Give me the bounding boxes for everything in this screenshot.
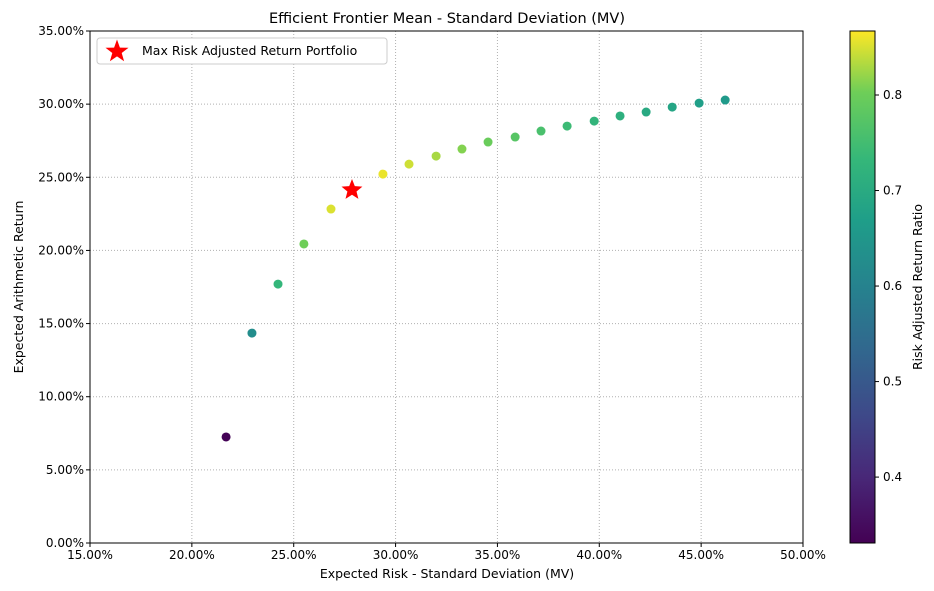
x-tick-label: 45.00% — [678, 548, 724, 562]
x-tick-label: 50.00% — [780, 548, 826, 562]
frontier-point — [641, 107, 651, 117]
x-tick-label: 30.00% — [373, 548, 419, 562]
frontier-point — [510, 132, 520, 142]
y-tick-label: 25.00% — [38, 170, 84, 184]
frontier-point — [273, 279, 283, 289]
frontier-point — [457, 144, 467, 154]
x-tick-label: 20.00% — [169, 548, 215, 562]
y-tick-label: 20.00% — [38, 243, 84, 257]
max-risk-adjusted-star — [341, 179, 363, 199]
legend-star-marker — [105, 39, 129, 62]
frontier-point — [221, 432, 231, 442]
frontier-point — [299, 239, 309, 249]
y-tick-label: 15.00% — [38, 317, 84, 331]
frontier-point — [247, 328, 257, 338]
frontier-point — [536, 126, 546, 136]
frontier-point — [589, 116, 599, 126]
frontier-point — [378, 169, 388, 179]
frontier-point — [483, 137, 493, 147]
frontier-point — [615, 111, 625, 121]
frontier-point — [562, 121, 572, 131]
frontier-point — [720, 95, 730, 105]
frontier-point — [667, 102, 677, 112]
colorbar-tick-label: 0.7 — [883, 184, 902, 198]
colorbar-tick-label: 0.4 — [883, 470, 902, 484]
colorbar-tick-label: 0.8 — [883, 88, 902, 102]
colorbar-tick-label: 0.5 — [883, 375, 902, 389]
x-tick-label: 25.00% — [271, 548, 317, 562]
colorbar-tick-label: 0.6 — [883, 279, 902, 293]
frontier-point — [404, 159, 414, 169]
colorbar — [849, 30, 876, 544]
frontier-point — [431, 151, 441, 161]
y-axis-label: Expected Arithmetic Return — [11, 201, 26, 374]
plot-frame — [89, 30, 804, 544]
colorbar-label: Risk Adjusted Return Ratio — [910, 204, 925, 370]
x-tick-label: 40.00% — [576, 548, 622, 562]
y-tick-label: 35.00% — [38, 24, 84, 38]
frontier-point — [694, 98, 704, 108]
y-tick-label: 5.00% — [46, 463, 84, 477]
x-axis-label: Expected Risk - Standard Deviation (MV) — [320, 566, 574, 581]
legend: Max Risk Adjusted Return Portfolio — [96, 37, 388, 65]
legend-label: Max Risk Adjusted Return Portfolio — [142, 43, 357, 58]
x-tick-label: 35.00% — [475, 548, 521, 562]
y-tick-label: 10.00% — [38, 390, 84, 404]
frontier-point — [326, 204, 336, 214]
y-tick-label: 0.00% — [46, 536, 84, 550]
x-tick-label: 15.00% — [67, 548, 113, 562]
chart-title: Efficient Frontier Mean - Standard Devia… — [269, 11, 625, 27]
y-tick-label: 30.00% — [38, 97, 84, 111]
